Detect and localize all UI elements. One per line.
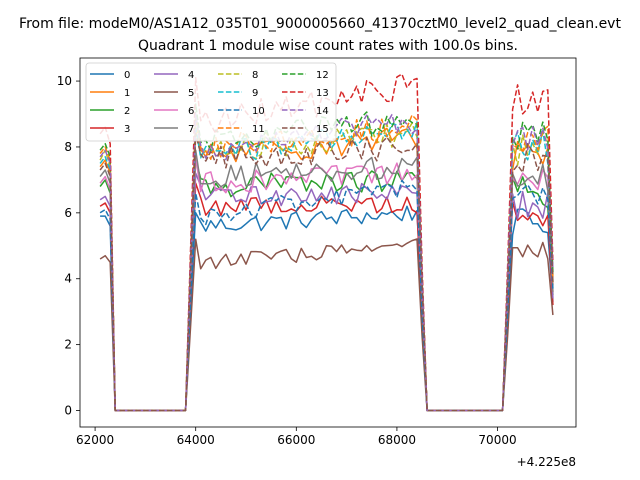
legend-label-3: 3 (124, 124, 130, 135)
series-line-0 (100, 205, 554, 412)
y-tick-label: 10 (57, 74, 72, 88)
legend-label-4: 4 (188, 70, 194, 81)
x-tick-label: 70000 (478, 433, 516, 447)
legend-label-0: 0 (124, 70, 130, 81)
legend-label-5: 5 (188, 88, 194, 99)
legend-label-13: 13 (316, 88, 329, 99)
x-tick-label: 68000 (378, 433, 416, 447)
legend-label-12: 12 (316, 70, 329, 81)
y-tick-label: 6 (64, 206, 72, 220)
axes-frame (79, 57, 577, 428)
series-line-7 (99, 149, 554, 412)
chart-title: Quadrant 1 module wise count rates with … (138, 38, 518, 54)
x-tick-label: 66000 (277, 433, 315, 447)
series-line-10 (99, 179, 554, 412)
legend-label-11: 11 (252, 124, 265, 135)
y-tick-label: 4 (64, 272, 72, 286)
series-line-11 (99, 113, 554, 412)
y-tick-label: 2 (64, 338, 72, 352)
legend-label-1: 1 (124, 88, 130, 99)
legend-label-15: 15 (316, 124, 329, 135)
legend-label-2: 2 (124, 106, 130, 117)
series-line-1 (99, 127, 554, 412)
legend-label-6: 6 (188, 106, 194, 117)
figure-suptitle: From file: modeM0/AS1A12_035T01_90000056… (19, 16, 621, 32)
series-line-12 (99, 103, 554, 412)
series-line-14 (99, 113, 554, 412)
legend-label-9: 9 (252, 88, 258, 99)
y-tick-label: 8 (64, 140, 72, 154)
series-line-6 (99, 156, 554, 412)
series-line-4 (99, 172, 554, 412)
series-line-5 (99, 238, 554, 412)
legend-label-8: 8 (252, 70, 258, 81)
series-line-8 (99, 119, 554, 412)
legend-box (85, 62, 337, 142)
x-offset-text: +4.225e8 (517, 455, 576, 469)
legend-label-7: 7 (188, 124, 194, 135)
x-tick-label: 64000 (177, 433, 215, 447)
series-line-3 (99, 182, 554, 412)
y-tick-label: 0 (64, 404, 72, 418)
series-line-9 (99, 121, 554, 412)
axis-ticks: 62000 64000 66000 68000 70000 0 2 4 6 8 10 (57, 74, 517, 447)
legend-label-10: 10 (252, 106, 265, 117)
x-tick-label: 62000 (76, 433, 114, 447)
legend-label-14: 14 (316, 106, 329, 117)
